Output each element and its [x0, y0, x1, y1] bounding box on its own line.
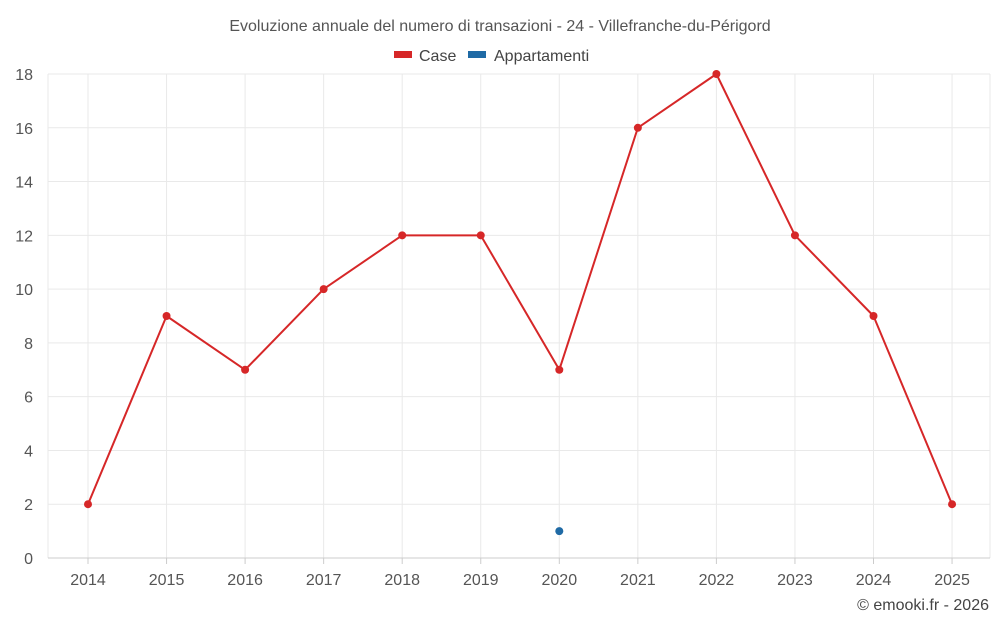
y-tick-label: 0 — [24, 551, 33, 568]
credit-text: © emooki.fr - 2026 — [857, 597, 989, 614]
y-axis: 0 2 4 6 8 10 12 14 16 18 — [15, 67, 33, 568]
data-point-case-2024[interactable] — [869, 312, 878, 320]
data-point-case-2025[interactable] — [948, 500, 957, 509]
y-tick-label: 16 — [15, 121, 33, 138]
x-tick-label: 2018 — [384, 572, 420, 589]
data-point-case-2015[interactable] — [162, 312, 171, 320]
y-tick-label: 18 — [15, 67, 33, 84]
x-tick-label: 2014 — [70, 572, 106, 589]
x-tick-label: 2025 — [934, 572, 970, 589]
data-point-case-2023[interactable] — [790, 231, 799, 240]
legend-swatch-case — [394, 51, 412, 58]
series-lines — [87, 73, 953, 505]
x-tick-label: 2023 — [777, 572, 813, 589]
y-tick-label: 2 — [24, 497, 33, 514]
data-point-case-2018[interactable] — [398, 231, 407, 240]
legend-label-appartamenti[interactable]: Appartamenti — [494, 48, 589, 65]
x-tick-label: 2024 — [856, 572, 892, 589]
y-tick-label: 10 — [15, 282, 33, 299]
x-tick-label: 2015 — [149, 572, 185, 589]
x-tick-label: 2016 — [227, 572, 263, 589]
y-tick-label: 12 — [15, 228, 33, 245]
series-points — [84, 70, 957, 536]
chart-title: Evoluzione annuale del numero di transaz… — [229, 18, 770, 35]
y-tick-label: 8 — [24, 336, 33, 353]
data-point-case-2022[interactable] — [712, 70, 721, 78]
x-tick-label: 2021 — [620, 572, 656, 589]
x-tick-label: 2022 — [699, 572, 735, 589]
legend-label-case[interactable]: Case — [419, 48, 456, 65]
x-tick-label: 2019 — [463, 572, 499, 589]
data-point-case-2021[interactable] — [633, 123, 642, 132]
data-point-case-2020[interactable] — [555, 365, 564, 374]
data-point-appartamenti-2020[interactable] — [555, 527, 564, 536]
data-point-case-2016[interactable] — [241, 365, 250, 374]
series-line-case — [87, 73, 953, 505]
data-point-case-2019[interactable] — [476, 231, 485, 240]
grid — [47, 73, 991, 558]
x-axis: 2014 2015 2016 2017 2018 2019 2020 2021 2022 2023… — [48, 557, 990, 589]
data-point-case-2017[interactable] — [319, 285, 328, 294]
legend-swatch-appartamenti — [468, 51, 486, 58]
data-point-case-2014[interactable] — [84, 500, 92, 509]
y-tick-label: 6 — [24, 390, 33, 407]
legend: Case Appartamenti — [394, 48, 589, 65]
x-tick-label: 2017 — [306, 572, 342, 589]
y-tick-label: 4 — [24, 443, 33, 460]
y-tick-label: 14 — [15, 175, 33, 192]
x-tick-label: 2020 — [542, 572, 578, 589]
